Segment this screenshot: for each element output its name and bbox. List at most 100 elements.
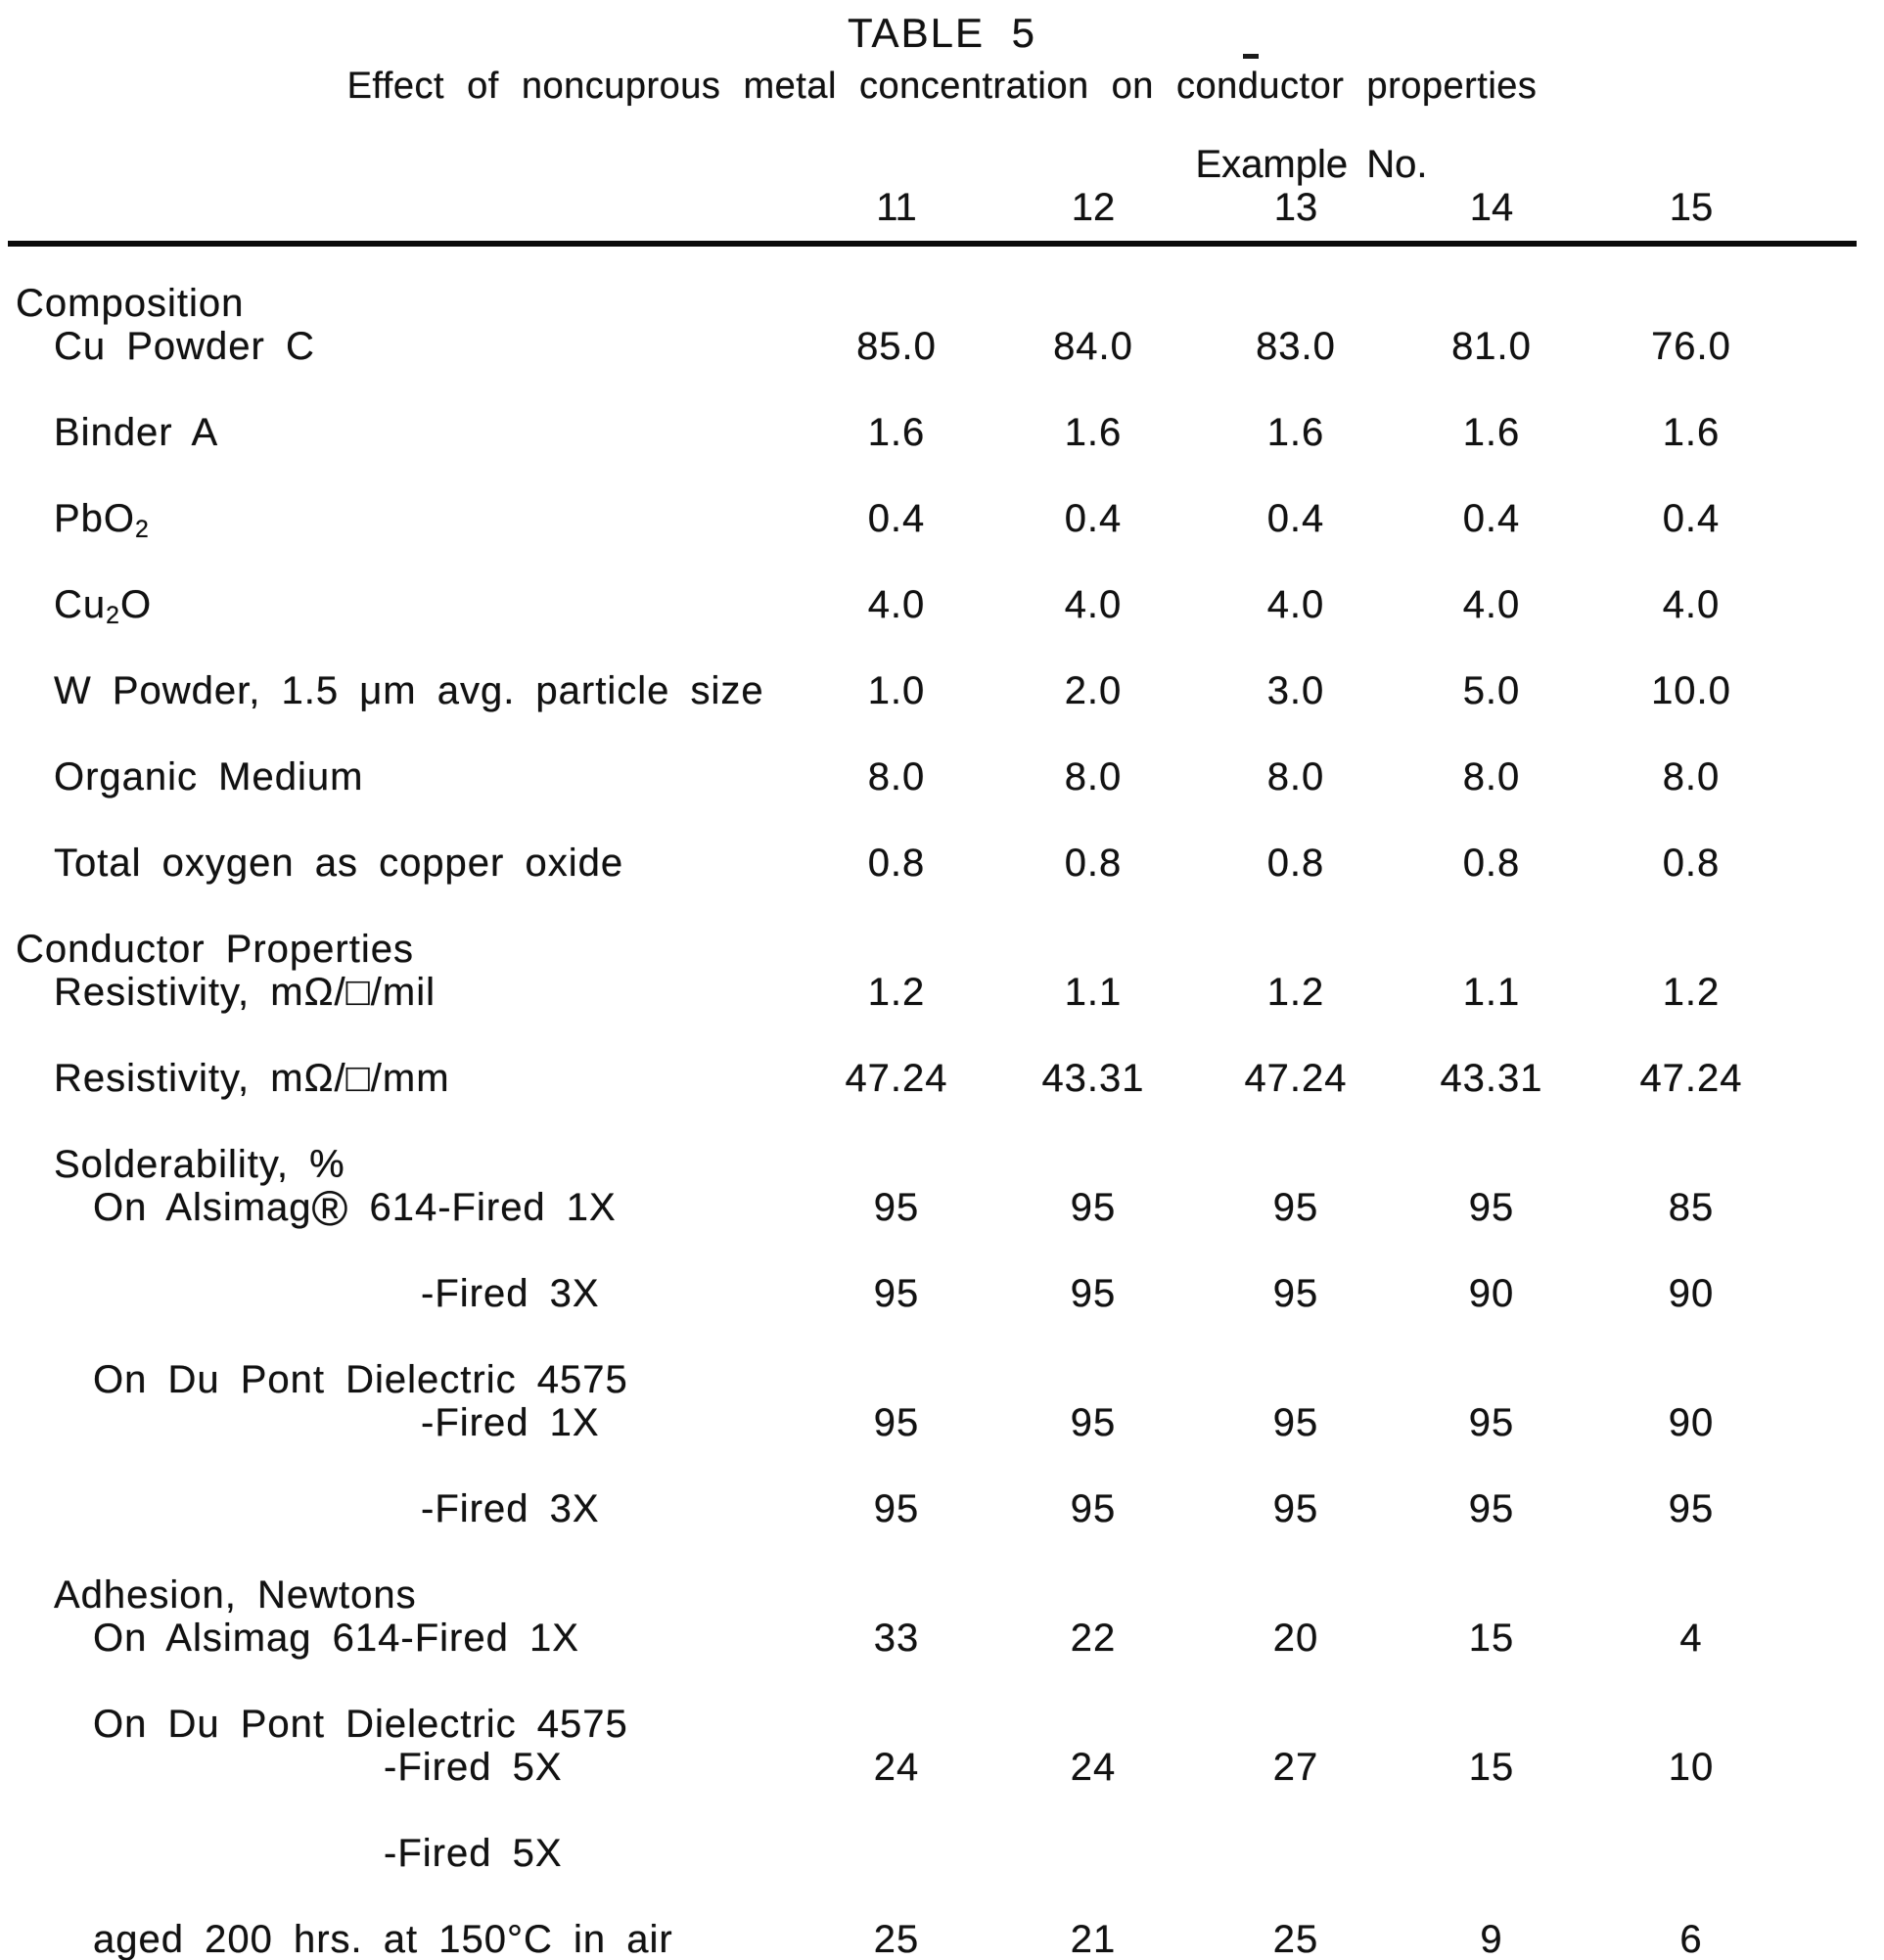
cell-cu2o-ex14: 4.0 [1462, 583, 1521, 626]
cell-resistivity-mil-ex13: 1.2 [1266, 971, 1325, 1014]
cell-resistivity-mil-ex11: 1.2 [867, 971, 926, 1014]
label-sold-dupont-4575: On Du Pont Dielectric 4575 [93, 1358, 628, 1401]
cell-adh-aged-ex13: 25 [1272, 1918, 1319, 1960]
row-solderability: Solderability, % [0, 1143, 1884, 1186]
cell-adh-dupont-fired-5x-ex11: 24 [873, 1746, 920, 1789]
label-binder-a: Binder A [54, 411, 219, 454]
row-resistivity-mil: Resistivity, mΩ/□/mil 1.2 1.1 1.2 1.1 1.2 [0, 971, 1884, 1014]
table-subtitle: Effect of noncuprous metal concentration… [346, 66, 1538, 107]
cell-resistivity-mil-ex15: 1.2 [1662, 971, 1721, 1014]
cell-adh-dupont-fired-5x-ex12: 24 [1070, 1746, 1117, 1789]
cell-total-oxygen-ex12: 0.8 [1064, 842, 1123, 885]
cell-organic-medium-ex15: 8.0 [1662, 755, 1721, 798]
header-group-label: Example No. [1195, 143, 1428, 186]
label-sold-alsimag-fired-3x: -Fired 3X [421, 1272, 600, 1315]
cell-resistivity-mm-ex15: 47.24 [1639, 1057, 1743, 1100]
table-header-rule [8, 241, 1857, 247]
cell-pbo2-ex15: 0.4 [1662, 497, 1721, 540]
row-resistivity-mm: Resistivity, mΩ/□/mm 47.24 43.31 47.24 43.31… [0, 1057, 1884, 1100]
cell-cu2o-ex12: 4.0 [1064, 583, 1123, 626]
cell-binder-a-ex12: 1.6 [1064, 411, 1123, 454]
row-adh-alsimag-fired-1x: On Alsimag 614-Fired 1X 33 22 20 15 4 [0, 1617, 1884, 1660]
column-header-14: 14 [1469, 186, 1514, 229]
row-sold-dupont-fired-1x: -Fired 1X 95 95 95 95 90 [0, 1401, 1884, 1444]
cell-sold-dupont-fired-3x-ex14: 95 [1468, 1487, 1515, 1530]
cell-sold-dupont-fired-1x-ex14: 95 [1468, 1401, 1515, 1444]
cell-sold-alsimag-fired-1x-ex15: 85 [1668, 1186, 1715, 1229]
cell-sold-dupont-fired-3x-ex13: 95 [1272, 1487, 1319, 1530]
cell-total-oxygen-ex14: 0.8 [1462, 842, 1521, 885]
label-composition: Composition [16, 282, 245, 325]
column-header-12: 12 [1071, 186, 1116, 229]
label-w-powder: W Powder, 1.5 μm avg. particle size [54, 669, 764, 712]
label-resistivity-mil: Resistivity, mΩ/□/mil [54, 971, 436, 1014]
cell-adh-alsimag-fired-1x-ex13: 20 [1272, 1617, 1319, 1660]
row-w-powder: W Powder, 1.5 μm avg. particle size 1.0 2.… [0, 669, 1884, 712]
cell-cu-powder-c-ex11: 85.0 [856, 325, 937, 368]
cell-sold-dupont-fired-3x-ex15: 95 [1668, 1487, 1715, 1530]
cell-adh-alsimag-fired-1x-ex11: 33 [873, 1617, 920, 1660]
label-adh-dupont-4575: On Du Pont Dielectric 4575 [93, 1703, 628, 1746]
column-header-13: 13 [1273, 186, 1318, 229]
cell-adh-alsimag-fired-1x-ex15: 4 [1679, 1617, 1703, 1660]
cell-pbo2-ex14: 0.4 [1462, 497, 1521, 540]
cell-adh-alsimag-fired-1x-ex12: 22 [1070, 1617, 1117, 1660]
cell-sold-alsimag-fired-1x-ex11: 95 [873, 1186, 920, 1229]
cell-sold-dupont-fired-3x-ex11: 95 [873, 1487, 920, 1530]
cell-organic-medium-ex11: 8.0 [867, 755, 926, 798]
label-organic-medium: Organic Medium [54, 755, 364, 798]
label-adh-aged: aged 200 hrs. at 150°C in air [93, 1918, 673, 1960]
cell-sold-dupont-fired-1x-ex12: 95 [1070, 1401, 1117, 1444]
label-sold-dupont-fired-3x: -Fired 3X [421, 1487, 600, 1530]
row-cu-powder-c: Cu Powder C 85.0 84.0 83.0 81.0 76.0 [0, 325, 1884, 368]
cell-resistivity-mil-ex14: 1.1 [1462, 971, 1521, 1014]
cell-cu-powder-c-ex12: 84.0 [1053, 325, 1133, 368]
column-header-15: 15 [1669, 186, 1714, 229]
label-post-cu2o: O [119, 583, 153, 626]
cell-sold-alsimag-fired-3x-ex14: 90 [1468, 1272, 1515, 1315]
cell-w-powder-ex14: 5.0 [1462, 669, 1521, 712]
row-composition: Composition [0, 282, 1884, 325]
label-subscript-pbo2: 2 [135, 516, 150, 543]
cell-adh-dupont-fired-5x-ex13: 27 [1272, 1746, 1319, 1789]
label-resistivity-mm: Resistivity, mΩ/□/mm [54, 1057, 450, 1100]
cell-adh-aged-ex15: 6 [1679, 1918, 1703, 1960]
label-adh-alsimag-fired-1x: On Alsimag 614-Fired 1X [93, 1617, 579, 1660]
cell-binder-a-ex15: 1.6 [1662, 411, 1721, 454]
label-cu2o: Cu2O [54, 583, 152, 638]
row-sold-dupont-4575: On Du Pont Dielectric 4575 [0, 1358, 1884, 1401]
cell-resistivity-mm-ex12: 43.31 [1041, 1057, 1145, 1100]
cell-resistivity-mil-ex12: 1.1 [1064, 971, 1123, 1014]
label-conductor-properties: Conductor Properties [16, 928, 414, 971]
cell-w-powder-ex11: 1.0 [867, 669, 926, 712]
cell-cu2o-ex15: 4.0 [1662, 583, 1721, 626]
cell-binder-a-ex13: 1.6 [1266, 411, 1325, 454]
row-binder-a: Binder A 1.6 1.6 1.6 1.6 1.6 [0, 411, 1884, 454]
cell-cu-powder-c-ex13: 83.0 [1256, 325, 1336, 368]
cell-adh-aged-ex11: 25 [873, 1918, 920, 1960]
label-pre-pbo2: PbO [54, 497, 136, 540]
row-cu2o: Cu2O 4.0 4.0 4.0 4.0 4.0 [0, 583, 1884, 629]
label-solderability: Solderability, % [54, 1143, 345, 1186]
table-title: TABLE 5 [848, 10, 1036, 56]
row-sold-alsimag-fired-1x: On Alsimag® 614-Fired 1X 95 95 95 95 85 [0, 1184, 1884, 1233]
label-adh-dupont-fired-5x: -Fired 5X [384, 1746, 563, 1789]
cell-sold-dupont-fired-1x-ex15: 90 [1668, 1401, 1715, 1444]
row-adh-dupont-fired-5x-2: -Fired 5X [0, 1832, 1884, 1875]
cell-cu2o-ex11: 4.0 [867, 583, 926, 626]
cell-resistivity-mm-ex14: 43.31 [1440, 1057, 1543, 1100]
label-sold-alsimag-fired-1x: On Alsimag® 614-Fired 1X [93, 1184, 617, 1233]
registered-mark-icon: ® [311, 1181, 349, 1236]
cell-adh-dupont-fired-5x-ex14: 15 [1468, 1746, 1515, 1789]
label-post-sold-alsimag-fired-1x: 614-Fired 1X [348, 1186, 617, 1229]
cell-sold-alsimag-fired-3x-ex13: 95 [1272, 1272, 1319, 1315]
row-organic-medium: Organic Medium 8.0 8.0 8.0 8.0 8.0 [0, 755, 1884, 798]
cell-resistivity-mm-ex13: 47.24 [1244, 1057, 1348, 1100]
cell-adh-aged-ex12: 21 [1070, 1918, 1117, 1960]
cell-sold-dupont-fired-1x-ex13: 95 [1272, 1401, 1319, 1444]
cell-cu2o-ex13: 4.0 [1266, 583, 1325, 626]
label-total-oxygen: Total oxygen as copper oxide [54, 842, 624, 885]
label-subscript-cu2o: 2 [106, 602, 120, 629]
row-adh-dupont-fired-5x: -Fired 5X 24 24 27 15 10 [0, 1746, 1884, 1789]
